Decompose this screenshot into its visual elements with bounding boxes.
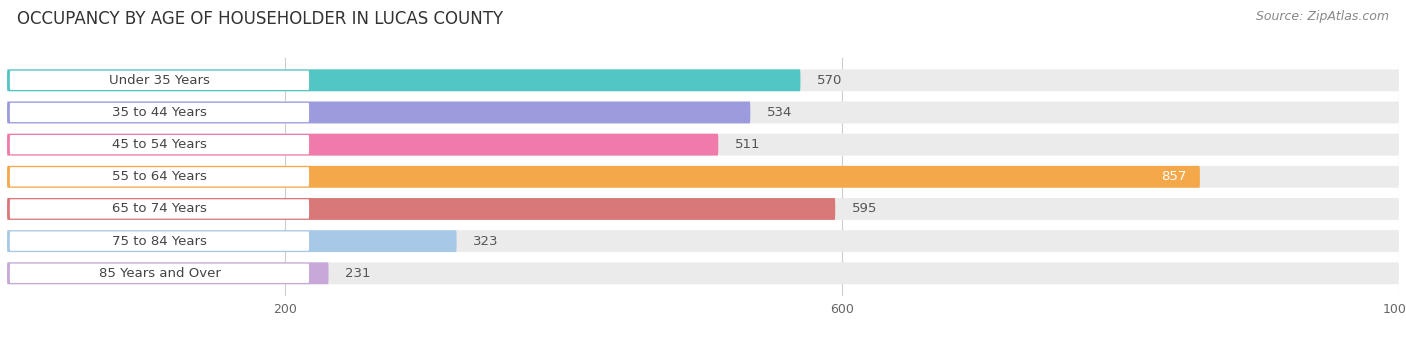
Text: 65 to 74 Years: 65 to 74 Years (112, 202, 207, 216)
FancyBboxPatch shape (7, 69, 1399, 91)
FancyBboxPatch shape (7, 262, 1399, 284)
FancyBboxPatch shape (7, 69, 800, 91)
Text: Under 35 Years: Under 35 Years (110, 74, 209, 87)
Text: 534: 534 (768, 106, 793, 119)
FancyBboxPatch shape (7, 198, 835, 220)
Text: Source: ZipAtlas.com: Source: ZipAtlas.com (1256, 10, 1389, 23)
FancyBboxPatch shape (7, 230, 457, 252)
FancyBboxPatch shape (7, 134, 718, 156)
FancyBboxPatch shape (7, 102, 1399, 123)
Text: 857: 857 (1160, 170, 1187, 183)
Text: 595: 595 (852, 202, 877, 216)
Text: 231: 231 (346, 267, 371, 280)
FancyBboxPatch shape (7, 198, 1399, 220)
Text: 570: 570 (817, 74, 842, 87)
FancyBboxPatch shape (7, 102, 751, 123)
FancyBboxPatch shape (7, 262, 329, 284)
FancyBboxPatch shape (10, 135, 309, 154)
FancyBboxPatch shape (10, 264, 309, 283)
Text: 75 to 84 Years: 75 to 84 Years (112, 235, 207, 248)
FancyBboxPatch shape (7, 230, 1399, 252)
Text: 45 to 54 Years: 45 to 54 Years (112, 138, 207, 151)
FancyBboxPatch shape (10, 103, 309, 122)
FancyBboxPatch shape (7, 166, 1199, 188)
Text: 85 Years and Over: 85 Years and Over (98, 267, 221, 280)
FancyBboxPatch shape (10, 167, 309, 186)
Text: 323: 323 (474, 235, 499, 248)
Text: 511: 511 (735, 138, 761, 151)
Text: OCCUPANCY BY AGE OF HOUSEHOLDER IN LUCAS COUNTY: OCCUPANCY BY AGE OF HOUSEHOLDER IN LUCAS… (17, 10, 503, 28)
Text: 55 to 64 Years: 55 to 64 Years (112, 170, 207, 183)
Text: 35 to 44 Years: 35 to 44 Years (112, 106, 207, 119)
FancyBboxPatch shape (10, 71, 309, 90)
FancyBboxPatch shape (7, 166, 1399, 188)
FancyBboxPatch shape (7, 134, 1399, 156)
FancyBboxPatch shape (10, 232, 309, 251)
FancyBboxPatch shape (10, 199, 309, 219)
